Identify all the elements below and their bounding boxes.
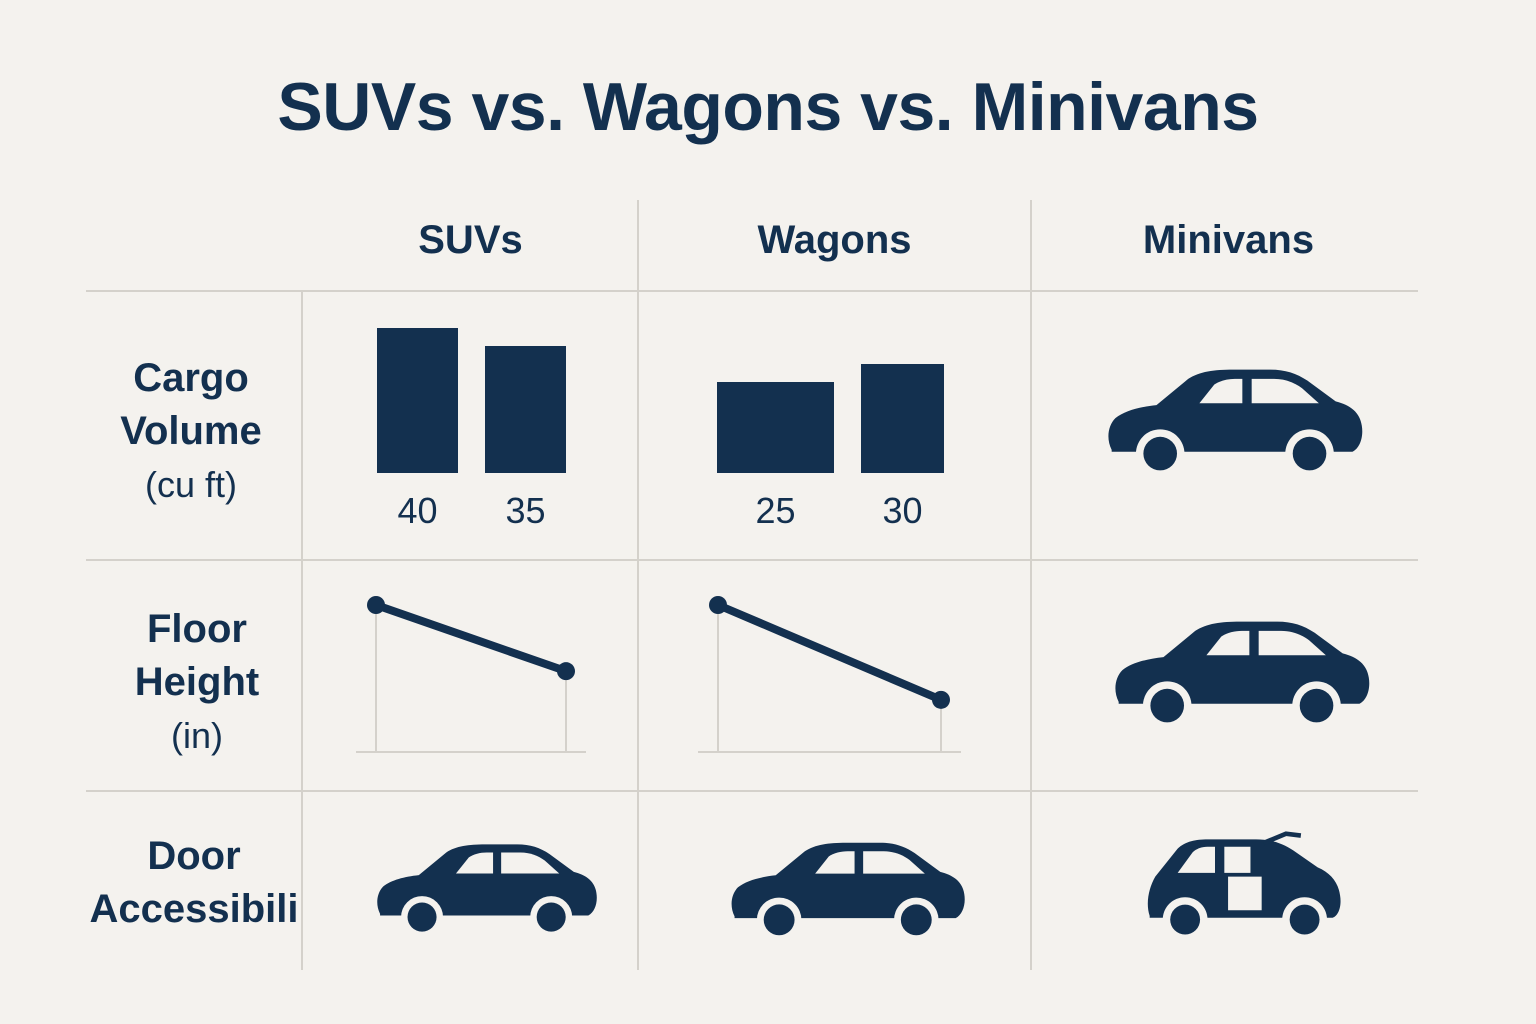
bar-label-suvs-0: 40	[397, 490, 438, 531]
bar-label-suvs-1: 35	[505, 490, 546, 531]
bar-wagons-0	[717, 382, 834, 473]
bar-suvs-1	[485, 346, 566, 473]
row-label-door: Door Accessibili	[80, 830, 308, 936]
bar-wagons-1	[861, 364, 944, 473]
row-label-floor: Floor Height (in)	[92, 603, 302, 762]
grid-line-row1	[86, 559, 1418, 561]
car-icon	[1106, 616, 1374, 728]
grid-line-col1	[637, 200, 639, 970]
row-label-door-line1: Door	[147, 834, 241, 878]
car-icon	[1096, 364, 1370, 476]
car-icon	[372, 832, 598, 944]
bar-label-wagons-0: 25	[755, 490, 796, 531]
row-label-cargo: Cargo Volume (cu ft)	[86, 352, 296, 511]
floor-point-end-suvs	[557, 662, 575, 681]
floor-line-wagons	[714, 601, 945, 704]
row-label-floor-unit: (in)	[171, 715, 223, 756]
grid-line-header	[86, 290, 1418, 292]
row-label-floor-line1: Floor	[147, 607, 247, 651]
grid-line-row2	[86, 790, 1418, 792]
floor-point-start-suvs	[367, 596, 385, 614]
page-title: SUVs vs. Wagons vs. Minivans	[277, 69, 1259, 145]
floor-line-suvs	[372, 601, 570, 676]
car-open-door-icon	[1138, 830, 1404, 942]
row-label-floor-line2: Height	[134, 660, 260, 704]
row-label-cargo-unit: (cu ft)	[144, 464, 237, 505]
grid-line-col2	[1030, 200, 1032, 970]
column-header-suvs: SUVs	[418, 218, 523, 262]
column-header-minivans: Minivans	[1142, 218, 1315, 262]
floor-point-start-wagons	[709, 596, 727, 614]
row-label-cargo-line1: Cargo	[133, 356, 249, 400]
row-label-door-line2: Accessibili	[89, 887, 299, 931]
bar-label-wagons-1: 30	[882, 490, 923, 531]
row-label-cargo-line2: Volume	[120, 409, 262, 453]
grid-line-col0	[301, 290, 303, 970]
car-icon	[726, 835, 966, 943]
bar-suvs-0	[377, 328, 458, 473]
floor-point-end-wagons	[932, 690, 950, 709]
column-header-wagons: Wagons	[757, 218, 912, 262]
